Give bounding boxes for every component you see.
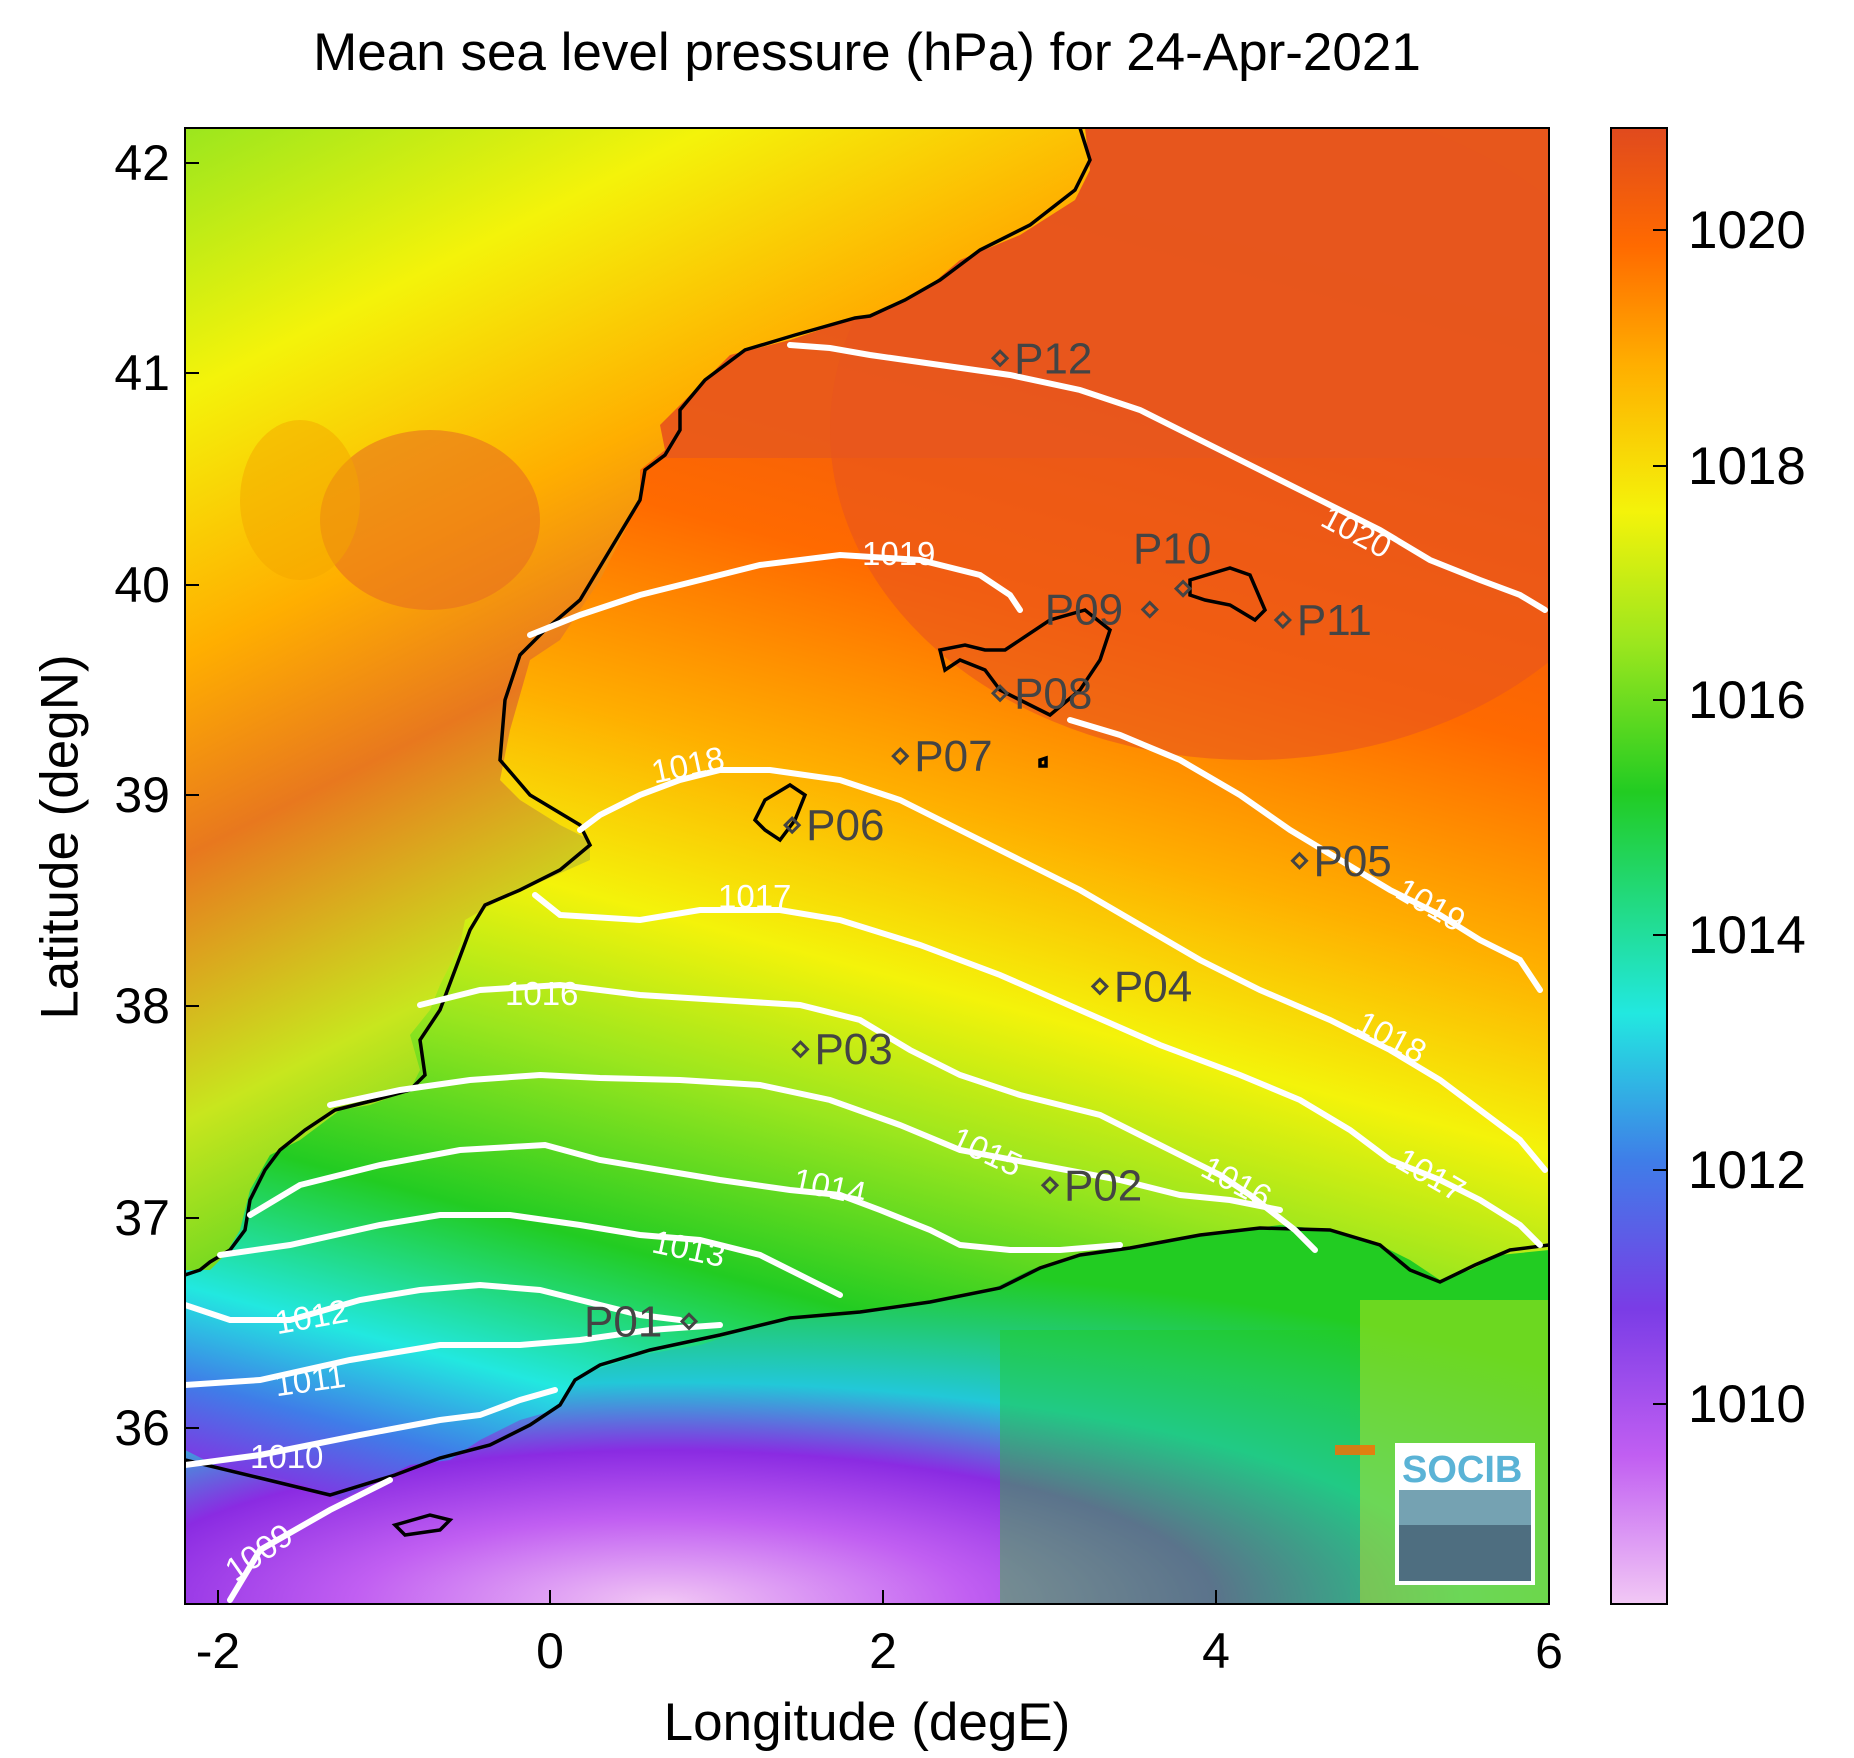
colorbar-label: 1014	[1688, 906, 1806, 965]
contour-1010	[185, 1387, 558, 1468]
land-high-patch	[320, 430, 540, 610]
contour-label-1010: 1010	[250, 1438, 323, 1475]
contour-1015	[327, 1071, 1283, 1213]
socib-logo: SOCIB	[1395, 1443, 1535, 1585]
station-label-p01: P01	[584, 1297, 662, 1346]
station-marker-p08	[990, 684, 1010, 703]
colorbar-label: 1018	[1688, 437, 1806, 496]
pressure-field: 1009 1010 1011 1012 1013 1014 1015 1016 …	[185, 128, 1549, 1604]
station-label-p02: P02	[1064, 1161, 1142, 1210]
station-label-p06: P06	[806, 801, 884, 850]
station-label-p08: P08	[1014, 669, 1092, 718]
colorbar-label: 1020	[1688, 201, 1806, 260]
contour-1013	[217, 1212, 843, 1298]
x-tick-label: -2	[196, 1623, 240, 1679]
coast-cabrera	[1038, 755, 1048, 768]
station-marker-p12	[990, 349, 1010, 368]
iberia-land	[185, 128, 1090, 1270]
logo-text: SOCIB	[1402, 1449, 1522, 1491]
land-orange-spot	[1335, 1445, 1375, 1455]
station-marker-p01	[679, 1312, 699, 1331]
plot-frame	[184, 127, 1550, 1605]
contour-1019-east	[1067, 717, 1543, 993]
y-tick-label: 38	[114, 978, 170, 1034]
y-tick-label: 41	[114, 345, 170, 401]
contour-1011	[185, 1322, 723, 1388]
station-marker-p11	[1273, 610, 1292, 630]
pressure-contours	[185, 342, 1548, 1603]
contour-1016	[417, 981, 1318, 1253]
y-axis: 36 37 38 39 40 41 42	[114, 135, 199, 1456]
station-label-p10: P10	[1133, 525, 1211, 574]
station-label-p09: P09	[1045, 586, 1123, 635]
contour-label-1019: 1019	[862, 535, 935, 572]
coastlines	[185, 128, 1549, 1537]
contour-1014	[247, 1141, 1123, 1253]
contour-1020	[787, 342, 1548, 613]
x-tick-label: 2	[869, 1623, 897, 1679]
east-high-band	[830, 128, 1549, 760]
station-marker-p05	[1290, 851, 1309, 870]
y-tick-label: 42	[114, 135, 170, 191]
contour-1012	[185, 1281, 683, 1323]
station-marker-p07	[891, 746, 910, 766]
y-tick-label: 40	[114, 557, 170, 613]
station-marker-p06	[783, 816, 802, 835]
colorbar-label: 1012	[1688, 1141, 1806, 1200]
station-label-p05: P05	[1313, 837, 1391, 886]
x-axis-label: Longitude (degE)	[663, 1693, 1071, 1752]
coast-africa	[185, 1226, 1549, 1497]
station-label-p11: P11	[1297, 596, 1372, 645]
station-marker-p09	[1140, 600, 1159, 619]
contour-1019-north	[527, 551, 1023, 638]
station-marker-p10	[1173, 579, 1193, 598]
contour-1009	[227, 1477, 393, 1603]
coast-menorca	[1188, 566, 1268, 623]
contour-1017	[532, 892, 1543, 1248]
logo-sky	[1399, 1490, 1531, 1525]
coast-ibiza	[752, 782, 808, 843]
coast-iberia	[185, 128, 1092, 1277]
north-africa-land	[185, 1225, 1549, 1604]
colorbar: 1010 1012 1014 1016 1018 1020	[1610, 127, 1806, 1605]
station-marker-p04	[1090, 977, 1110, 996]
coast-small-island	[391, 1513, 454, 1537]
colorbar-label: 1010	[1688, 1375, 1806, 1434]
colorbar-label: 1016	[1688, 671, 1806, 730]
coast-mallorca	[937, 608, 1113, 718]
contour-label-1016: 1016	[505, 975, 578, 1012]
station-label-p07: P07	[914, 732, 992, 781]
y-tick-label: 37	[114, 1190, 170, 1246]
x-tick-label: 6	[1535, 1623, 1563, 1679]
y-tick-label: 36	[114, 1400, 170, 1456]
station-label-p03: P03	[814, 1025, 892, 1074]
colorbar-gradient	[1610, 127, 1668, 1605]
x-tick-label: 0	[536, 1623, 564, 1679]
y-tick-label: 39	[114, 767, 170, 823]
chart-title: Mean sea level pressure (hPa) for 24-Apr…	[313, 23, 1421, 82]
station-marker-p02	[1040, 1176, 1060, 1195]
station-label-p04: P04	[1114, 962, 1192, 1011]
land-mid-patch	[240, 420, 360, 580]
x-tick-label: 4	[1202, 1623, 1230, 1679]
x-axis: -2 0 2 4 6	[196, 1590, 1563, 1679]
station-label-p12: P12	[1014, 334, 1092, 383]
contour-label-1017: 1017	[718, 878, 791, 915]
station-marker-p03	[791, 1040, 810, 1059]
contour-1018	[577, 767, 1548, 1173]
